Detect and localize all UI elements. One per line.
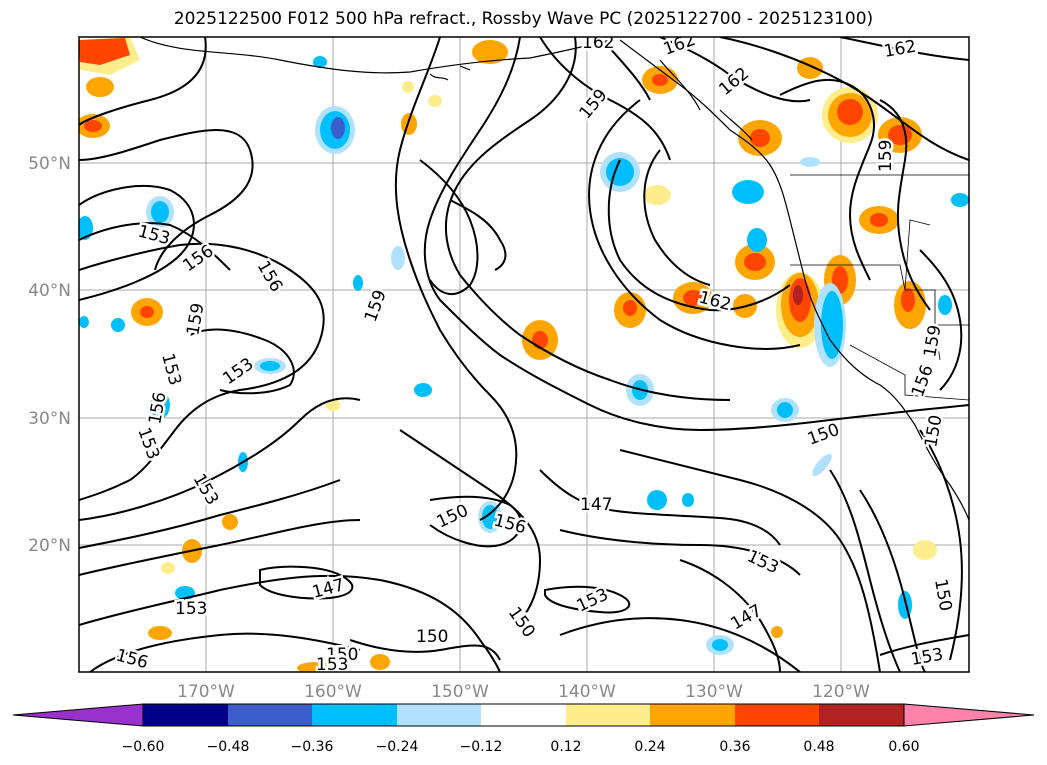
colorbar-segment	[143, 704, 228, 726]
colorbar-tick: −0.48	[207, 739, 250, 755]
contour-lines	[79, 37, 969, 672]
lon-label-140w: 140°W	[558, 682, 616, 702]
colorbar-segment	[566, 704, 650, 726]
borders	[790, 174, 969, 401]
contour-label: 150	[930, 577, 955, 612]
colorbar-tick: −0.24	[376, 739, 419, 755]
colorbar-segment	[735, 704, 819, 726]
lon-label-160w: 160°W	[304, 682, 362, 702]
colorbar-tick: 0.48	[803, 739, 834, 755]
colorbar-segment	[819, 704, 904, 726]
colorbar-tick: −0.60	[122, 739, 165, 755]
colorbar-segment	[650, 704, 735, 726]
lon-label-150w: 150°W	[431, 682, 489, 702]
contour-label: 147	[580, 495, 612, 515]
contour-label: 150	[326, 645, 358, 665]
map-title: 2025122500 F012 500 hPa refract., Rossby…	[173, 9, 874, 29]
colorbar-segment	[312, 704, 397, 726]
lon-label-170w: 170°W	[177, 682, 235, 702]
colorbar-extend-left	[12, 703, 144, 727]
colorbar-tick: 0.12	[550, 739, 581, 755]
contour-label: 153	[316, 655, 348, 675]
lon-label-130w: 130°W	[685, 682, 743, 702]
colorbar-tick: 0.36	[719, 739, 750, 755]
lon-label-120w: 120°W	[812, 682, 870, 702]
colorbar-segment	[228, 704, 312, 726]
shaded-anomalies	[79, 37, 969, 672]
map-border	[78, 36, 970, 673]
latitude-labels: 20°N 30°N 40°N 50°N	[28, 154, 71, 556]
colorbar-segment	[397, 704, 481, 726]
lat-label-50n: 50°N	[28, 154, 71, 174]
coastlines	[139, 37, 969, 521]
colorbar-segment	[481, 704, 566, 726]
longitude-labels: 170°W 160°W 150°W 140°W 130°W 120°W	[177, 682, 870, 702]
colorbar-extend-right	[903, 703, 1035, 727]
colorbar-tick: 0.60	[888, 739, 919, 755]
lat-label-20n: 20°N	[28, 536, 71, 556]
contour-label: 162	[582, 33, 614, 53]
colorbar-tick: −0.12	[460, 739, 503, 755]
lat-label-40n: 40°N	[28, 281, 71, 301]
contour-label: 153	[175, 599, 207, 619]
lat-label-30n: 30°N	[28, 409, 71, 429]
negative-anomaly-blobs	[79, 56, 969, 655]
contour-label: 159	[876, 140, 896, 172]
contour-label: 150	[416, 627, 448, 647]
colorbar-tick: 0.24	[634, 739, 665, 755]
colorbar-tick: −0.36	[291, 739, 334, 755]
colorbar: −0.60 −0.48 −0.36 −0.24 −0.12 0.12 0.24 …	[12, 703, 1035, 755]
